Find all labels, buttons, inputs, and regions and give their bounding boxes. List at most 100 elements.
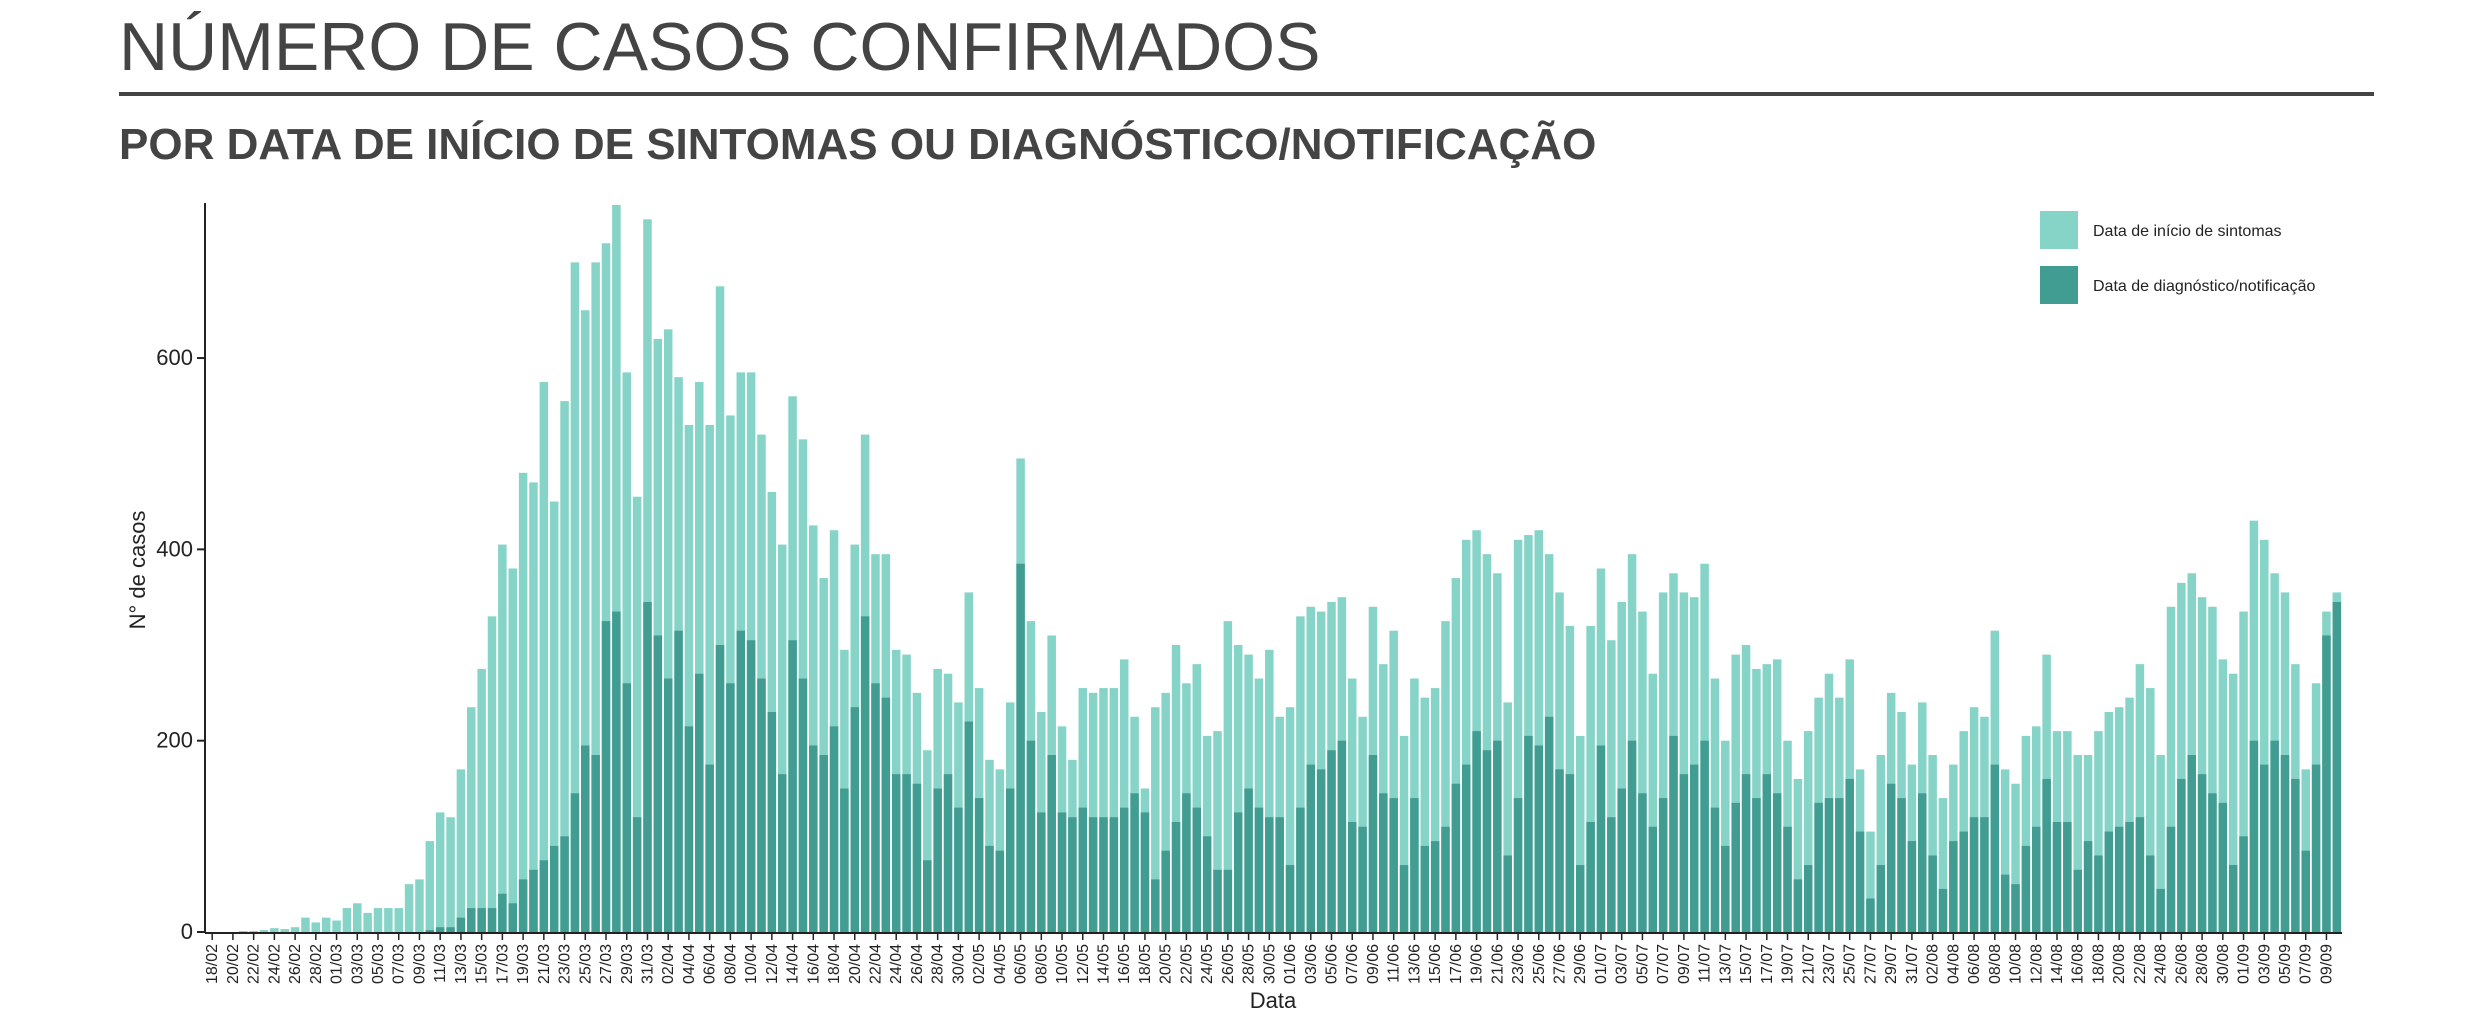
diagnosis-bar xyxy=(2000,874,2010,932)
x-tick-label: 30/04 xyxy=(950,944,967,984)
x-tick-label: 18/08 xyxy=(2090,944,2107,984)
onset-bar xyxy=(777,544,787,932)
diagnosis-bar xyxy=(425,930,435,932)
diagnosis-bar xyxy=(1617,788,1626,932)
x-tick-label: 08/08 xyxy=(1987,944,2004,984)
onset-bars-group xyxy=(239,205,2342,933)
x-tick-label: 28/05 xyxy=(1241,944,1258,984)
diagnosis-bar xyxy=(1658,798,1668,932)
onset-bar xyxy=(601,243,611,932)
diagnosis-bar xyxy=(715,645,725,932)
diagnosis-bar xyxy=(1130,793,1139,932)
diagnosis-bar xyxy=(1265,817,1274,932)
diagnosis-bar xyxy=(933,788,942,932)
onset-bar xyxy=(477,668,486,932)
diagnosis-bar xyxy=(1037,812,1046,932)
diagnosis-bar xyxy=(840,788,849,932)
diagnosis-bar xyxy=(777,774,787,932)
onset-bar xyxy=(2011,783,2020,932)
diagnosis-bar xyxy=(798,678,808,932)
onset-bar xyxy=(446,817,455,932)
diagnosis-bar xyxy=(1980,817,1989,932)
diagnosis-bar xyxy=(1389,798,1398,932)
onset-bar xyxy=(1213,731,1222,932)
x-tick-label: 27/06 xyxy=(1552,944,1569,984)
diagnosis-bar xyxy=(2218,802,2228,932)
diagnosis-bar xyxy=(1430,841,1440,933)
onset-bar xyxy=(1928,755,1937,932)
diagnosis-bar xyxy=(1793,879,1803,932)
onset-bar xyxy=(1575,735,1585,932)
onset-bar xyxy=(2021,735,2031,932)
diagnosis-bar xyxy=(2197,774,2207,932)
x-tick-label: 06/04 xyxy=(702,944,719,984)
x-tick-label: 05/03 xyxy=(370,944,387,984)
diagnosis-bar xyxy=(1565,774,1575,932)
diagnosis-bar xyxy=(1607,817,1616,932)
x-tick-label: 24/04 xyxy=(888,944,905,984)
x-tick-label: 16/05 xyxy=(1116,944,1133,984)
x-tick-label: 26/05 xyxy=(1220,944,1237,984)
onset-bar xyxy=(632,496,642,932)
x-tick-label: 30/05 xyxy=(1261,944,1278,984)
x-tick-label: 22/08 xyxy=(2132,944,2149,984)
x-tick-label: 19/06 xyxy=(1469,944,1486,984)
x-tick-label: 02/04 xyxy=(660,944,677,984)
onset-bar xyxy=(1731,654,1740,932)
x-tick-label: 14/08 xyxy=(2049,944,2066,984)
diagnosis-bar xyxy=(529,869,538,932)
onset-bar xyxy=(2166,606,2176,932)
diagnosis-bar xyxy=(1171,821,1181,932)
diagnosis-bar xyxy=(1099,817,1108,932)
diagnosis-bar xyxy=(674,630,683,932)
diagnosis-bar xyxy=(1140,812,1150,932)
diagnosis-bar xyxy=(1596,745,1606,932)
onset-bar xyxy=(622,372,631,932)
diagnosis-bar xyxy=(1938,888,1948,932)
diagnosis-bar xyxy=(757,678,766,932)
onset-bar xyxy=(695,381,704,933)
diagnosis-bar xyxy=(2332,601,2342,932)
onset-bar xyxy=(539,381,549,933)
diagnosis-bar xyxy=(2021,845,2031,932)
onset-bar xyxy=(394,908,403,932)
diagnosis-bar xyxy=(1731,802,1740,932)
diagnosis-bar xyxy=(601,621,611,932)
x-tick-label: 06/08 xyxy=(1966,944,1983,984)
x-tick-label: 02/08 xyxy=(1925,944,1942,984)
diagnosis-bar xyxy=(1088,817,1098,932)
onset-bar xyxy=(1088,692,1098,932)
diagnosis-bar xyxy=(2228,865,2238,932)
onset-bar xyxy=(311,922,321,932)
x-tick-label: 11/06 xyxy=(1386,944,1403,983)
onset-bar xyxy=(2260,539,2269,932)
diagnosis-bar xyxy=(1472,731,1481,932)
x-tick-label: 11/03 xyxy=(432,944,449,983)
onset-bar xyxy=(1109,688,1119,932)
onset-bar xyxy=(415,879,424,932)
onset-bar xyxy=(2187,573,2196,932)
x-tick-label: 28/08 xyxy=(2194,944,2211,984)
onset-bar xyxy=(1265,649,1274,932)
diagnosis-bar xyxy=(1368,755,1378,932)
y-tick-label: 200 xyxy=(156,728,193,753)
diagnosis-bar xyxy=(1358,826,1367,932)
onset-bar xyxy=(290,927,300,932)
page-title: NÚMERO DE CASOS CONFIRMADOS xyxy=(119,9,1321,85)
x-tick-label: 09/07 xyxy=(1676,944,1693,984)
x-tick-label: 10/05 xyxy=(1054,944,1071,984)
legend-swatch-onset xyxy=(2040,211,2078,249)
onset-bar xyxy=(1285,707,1295,932)
onset-bar xyxy=(2073,755,2082,932)
diagnosis-bar xyxy=(2208,793,2217,932)
x-tick-label: 14/05 xyxy=(1095,944,1112,984)
x-tick-label: 15/06 xyxy=(1427,944,1444,984)
onset-bar xyxy=(1358,716,1367,932)
diagnosis-bar xyxy=(871,683,880,932)
diagnosis-bar xyxy=(1223,869,1233,932)
x-tick-label: 26/08 xyxy=(2173,944,2190,984)
diagnosis-bar xyxy=(736,630,745,932)
diagnosis-bar xyxy=(881,697,891,932)
x-tick-label: 07/09 xyxy=(2298,944,2315,984)
x-tick-label: 22/05 xyxy=(1178,944,1195,984)
